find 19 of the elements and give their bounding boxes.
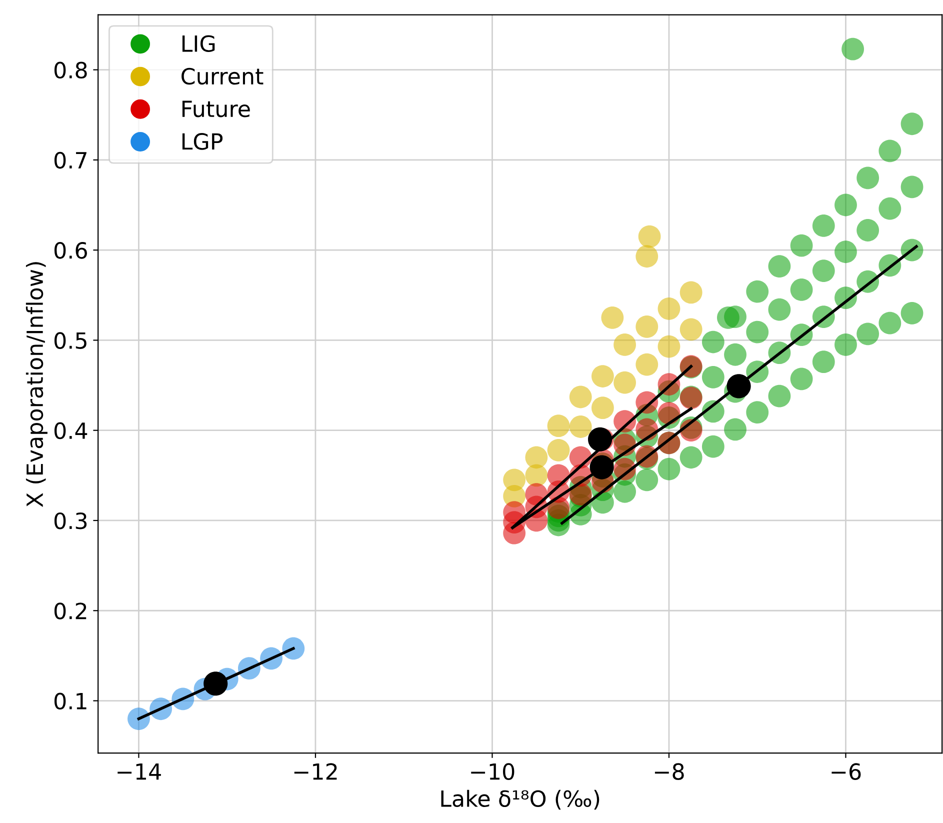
x-tick-label: −12 <box>294 763 337 780</box>
x-axis-title: Lake δ¹⁸O (‰) <box>441 790 600 810</box>
legend-label: Future <box>182 100 250 118</box>
y-tick-label: 0.4 <box>54 422 88 440</box>
y-tick-label: 0.6 <box>54 242 87 259</box>
legend-label: Current <box>182 68 264 85</box>
y-tick-label: 0.2 <box>54 602 86 620</box>
y-tick-label: 0.7 <box>54 152 86 169</box>
x-tick-label: −6 <box>832 763 861 780</box>
legend-label: LGP <box>182 133 223 150</box>
x-tick-label: −8 <box>654 763 684 780</box>
legend-label: LIG <box>182 35 215 52</box>
y-tick-label: 0.8 <box>54 62 87 79</box>
x-tick-label: −14 <box>118 763 161 780</box>
y-tick-label: 0.1 <box>54 692 86 710</box>
y-tick-label: 0.3 <box>54 512 87 530</box>
y-axis-title: X (Evaporation/Inflow) <box>26 262 48 507</box>
x-tick-label: −10 <box>471 763 514 780</box>
y-tick-label: 0.5 <box>54 332 86 349</box>
